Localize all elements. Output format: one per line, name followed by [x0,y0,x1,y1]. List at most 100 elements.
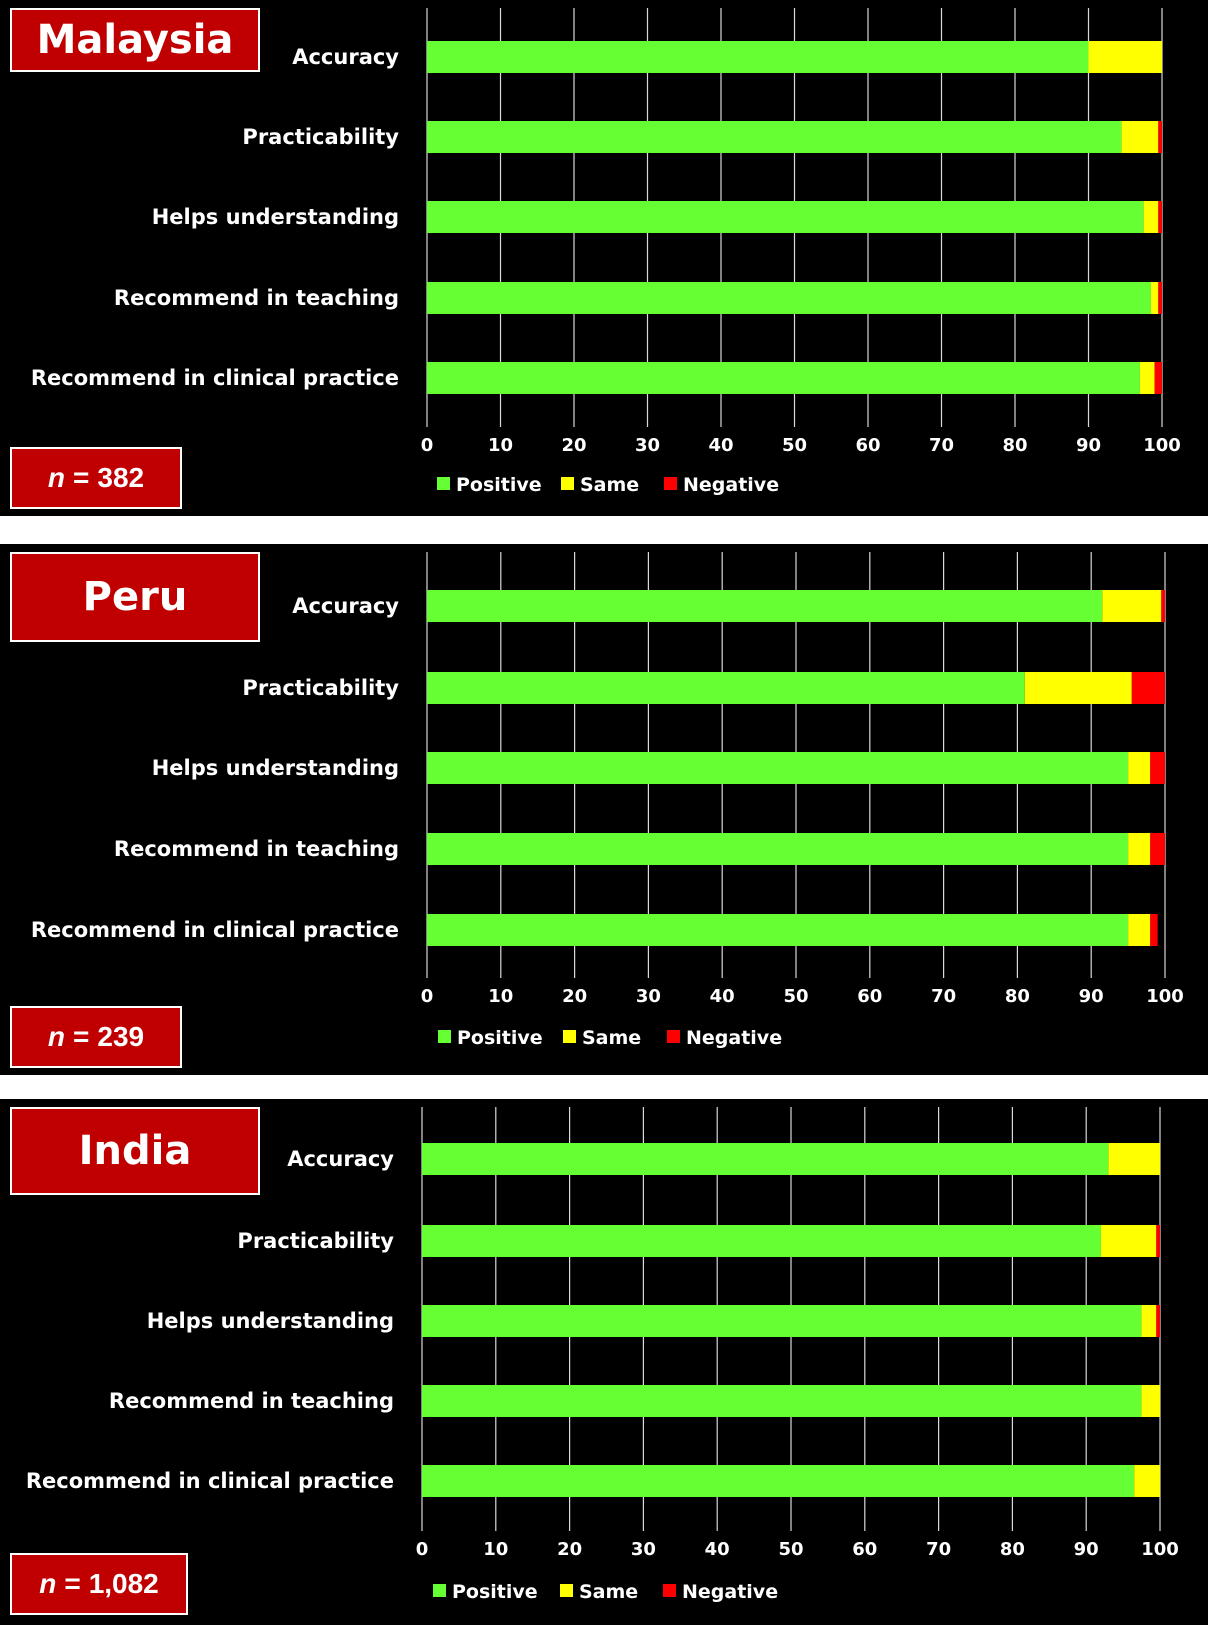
category-label: Accuracy [292,45,399,69]
country-title-box: Malaysia [10,8,260,72]
bar-segment-positive [427,914,1129,946]
x-tick-label: 50 [783,986,808,1007]
category-label: Recommend in teaching [109,1389,394,1413]
legend-swatch [563,1030,576,1043]
x-tick-label: 30 [631,1539,656,1560]
category-label: Recommend in teaching [114,837,399,861]
x-tick-label: 60 [857,986,882,1007]
legend-swatch [438,1030,451,1043]
bar-segment-negative [1161,590,1165,622]
sample-size-equals: = [73,462,90,493]
x-tick-label: 0 [421,435,434,456]
bar-segment-positive [427,121,1122,153]
bar-segment-same [1150,282,1159,314]
sample-size-letter: n [39,1568,57,1599]
bar-segment-same [1139,362,1155,394]
bar-segment-negative [1154,362,1162,394]
bar-segment-negative [1150,833,1165,865]
sample-size-value: 1,082 [88,1568,159,1599]
bar-segment-negative [1150,914,1158,946]
x-tick-label: 10 [488,435,513,456]
bar-segment-same [1100,1225,1157,1257]
bar-segment-positive [427,362,1140,394]
x-tick-label: 10 [488,986,513,1007]
category-label: Accuracy [292,594,399,618]
bar-segment-negative [1158,201,1162,233]
country-title-box: India [10,1107,260,1195]
x-tick-label: 100 [1146,986,1184,1007]
sample-size-letter: n [47,462,66,493]
bar-segment-same [1128,914,1151,946]
x-tick-label: 100 [1141,1539,1179,1560]
chart-svg-malaysia: 0 10 20 30 40 50 60 70 80 90 100 Accuracy Practicabi… [31,8,1181,496]
category-label: Recommend in clinical practice [26,1469,394,1493]
bar-segment-same [1121,121,1159,153]
legend-label: Positive [452,1581,538,1603]
bar-segment-positive [422,1465,1135,1497]
x-tick-label: 0 [421,986,434,1007]
category-label: Helps understanding [152,205,399,229]
x-tick-label: 90 [1076,435,1101,456]
chart-panel-malaysia: 0 10 20 30 40 50 60 70 80 90 100 Accuracy Practicabi… [0,0,1208,516]
legend-label: Same [582,1027,641,1049]
category-label: Recommend in clinical practice [31,366,399,390]
sample-size-equals: = [73,1021,90,1052]
bar-segment-same [1102,590,1162,622]
bar-segment-positive [422,1385,1142,1417]
x-tick-label: 10 [483,1539,508,1560]
legend-swatch [667,1030,680,1043]
sample-size-box: n = 1,082 [10,1553,188,1615]
bar-segment-positive [422,1225,1101,1257]
bar-segment-same [1141,1305,1157,1337]
bar-segment-negative [1150,752,1165,784]
x-tick-label: 20 [561,435,586,456]
legend-label: Same [580,474,639,496]
legend-label: Negative [682,1581,778,1603]
x-tick-label: 60 [852,1539,877,1560]
bar-segment-same [1143,201,1159,233]
bar-segment-same [1141,1385,1160,1417]
legend-swatch [561,477,574,490]
x-tick-label: 50 [778,1539,803,1560]
x-tick-label: 40 [708,435,733,456]
x-tick-label: 100 [1143,435,1181,456]
sample-size-box: n = 382 [10,447,182,509]
legend-label: Negative [683,474,779,496]
category-label: Accuracy [287,1147,394,1171]
x-tick-label: 40 [710,986,735,1007]
bar-segment-same [1128,833,1151,865]
sample-size-value: 382 [97,462,145,493]
bar-segment-positive [427,41,1089,73]
category-label: Recommend in teaching [114,286,399,310]
x-tick-label: 80 [1002,435,1027,456]
sample-size-value: 239 [97,1021,145,1052]
bar-segment-negative [1131,672,1165,704]
bar-segment-positive [427,833,1129,865]
bar-segment-positive [427,590,1103,622]
bar-segment-positive [422,1305,1142,1337]
x-tick-label: 90 [1079,986,1104,1007]
x-tick-label: 30 [636,986,661,1007]
chart-svg-peru: 0 10 20 30 40 50 60 70 80 90 100 Accuracy Practicabi… [31,552,1184,1049]
legend-swatch [560,1584,573,1597]
sample-size-box: n = 239 [10,1006,182,1068]
legend-swatch [664,477,677,490]
bar-segment-negative [1156,1225,1160,1257]
sample-size-equals: = [64,1568,81,1599]
x-tick-label: 20 [557,1539,582,1560]
x-tick-label: 70 [931,986,956,1007]
country-title-box: Peru [10,552,260,642]
bar-segment-same [1088,41,1162,73]
x-tick-label: 90 [1074,1539,1099,1560]
bar-segment-positive [427,752,1129,784]
x-tick-label: 70 [926,1539,951,1560]
category-label: Helps understanding [152,756,399,780]
category-label: Recommend in clinical practice [31,918,399,942]
legend-label: Positive [457,1027,543,1049]
category-label: Practicability [242,676,399,700]
bar-segment-positive [422,1143,1109,1175]
bar-segment-same [1024,672,1132,704]
bar-segment-positive [427,201,1144,233]
legend-swatch [433,1584,446,1597]
x-tick-label: 40 [705,1539,730,1560]
